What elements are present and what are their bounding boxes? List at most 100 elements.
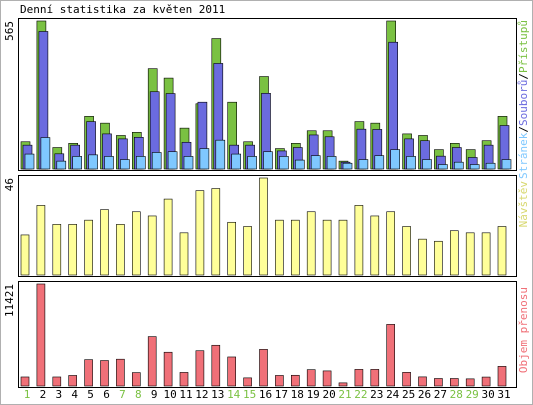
legend-part: Stránek [517,132,530,179]
day-label: 18 [291,388,304,401]
kbytes-bar [52,376,62,387]
day-label: 4 [71,388,78,401]
pages-bar [422,159,432,170]
day-label: 10 [163,388,176,401]
day-label: 7 [119,388,126,401]
day-label: 19 [307,388,320,401]
visits-bar [116,224,125,276]
kbytes-bar [386,324,396,387]
kbytes-bar [179,372,189,387]
pages-bar [294,159,305,170]
pages-bar [136,156,146,170]
day-label: 20 [322,388,335,401]
day-label: 17 [275,388,288,401]
pages-bar [120,159,130,170]
pages-bar [469,164,480,170]
day-label: 23 [370,388,383,401]
visits-bar [179,232,189,276]
ymax-label-kbytes: 11421 [3,284,16,317]
pages-bar [342,162,353,170]
visits-bar [100,209,109,276]
kbytes-bar [402,372,411,387]
pages-bar [453,161,464,170]
kbytes-bar [497,366,507,387]
visits-bar [418,238,427,276]
day-label: 21 [338,388,351,401]
day-label: 6 [103,388,110,401]
day-label: 3 [55,388,62,401]
day-label: 26 [418,388,431,401]
day-label: 12 [195,388,208,401]
pages-bar [247,156,257,170]
kbytes-bar [434,378,443,387]
legend-part: Souborů [517,80,530,126]
kbytes-bar [227,356,236,387]
day-label: 2 [40,388,47,401]
kbytes-bar [147,336,157,387]
kbytes-bar [465,378,475,387]
pages-bar [104,156,114,170]
kbytes-bar [418,376,427,387]
kbytes-bar [370,369,380,387]
kbytes-bar [163,351,173,387]
day-label: 25 [402,388,415,401]
pages-bar [406,156,416,170]
day-label: 15 [243,388,256,401]
kbytes-bar [306,369,316,387]
chart-title: Denní statistika za květen 2011 [20,3,226,16]
kbytes-bar [116,358,125,387]
visits-bar [497,226,507,276]
pages-bar [88,154,98,170]
visits-bar [20,234,30,276]
visits-bar [465,232,475,276]
kbytes-bar [68,375,77,387]
kbytes-bar [211,344,221,387]
kbytes-bar [195,350,205,387]
pages-bar [263,151,273,170]
day-label: 24 [386,388,400,401]
day-label: 13 [211,388,224,401]
legend-part: / [517,126,530,133]
kbytes-bar [290,374,300,387]
kbytes-bar [338,382,348,387]
visits-bar [322,219,332,276]
visits-bar [36,205,46,276]
day-label: 11 [179,388,192,401]
visits-bar [338,219,348,276]
pages-bar [24,153,35,170]
visits-bar [402,226,411,276]
day-label: 31 [497,388,510,401]
kbytes-bar [100,360,109,387]
visits-bar [68,224,77,276]
kbytes-bar [20,376,30,387]
visits-bar [195,190,205,276]
visits-bar [227,221,236,276]
kbytes-bar [481,376,491,387]
day-label: 1 [24,388,31,401]
visits-bar [354,205,364,276]
visits-bar [163,198,173,276]
day-label: 9 [151,388,158,401]
pages-bar [279,156,289,170]
kbytes-bar [449,378,459,387]
panel-frame-0 [18,18,517,171]
legend-part: / [517,73,530,80]
visits-bar [211,188,221,276]
pages-bar [56,160,67,170]
visits-bar [386,211,396,276]
day-label: 28 [450,388,463,401]
kbytes-bar [354,369,364,387]
visits-bar [259,177,268,276]
legend-hits-files-pages: Stránek/Souborů/Přístupů [517,20,530,179]
day-label: 5 [87,388,94,401]
pages-bar [167,151,178,170]
visits-bar [275,219,284,276]
visits-bar [306,211,316,276]
panel-frame-2 [18,281,517,388]
pages-bar [183,156,194,170]
day-label: 14 [227,388,241,401]
day-label: 16 [259,388,272,401]
pages-bar [199,148,210,170]
legend-part: Přístupů [517,20,530,73]
